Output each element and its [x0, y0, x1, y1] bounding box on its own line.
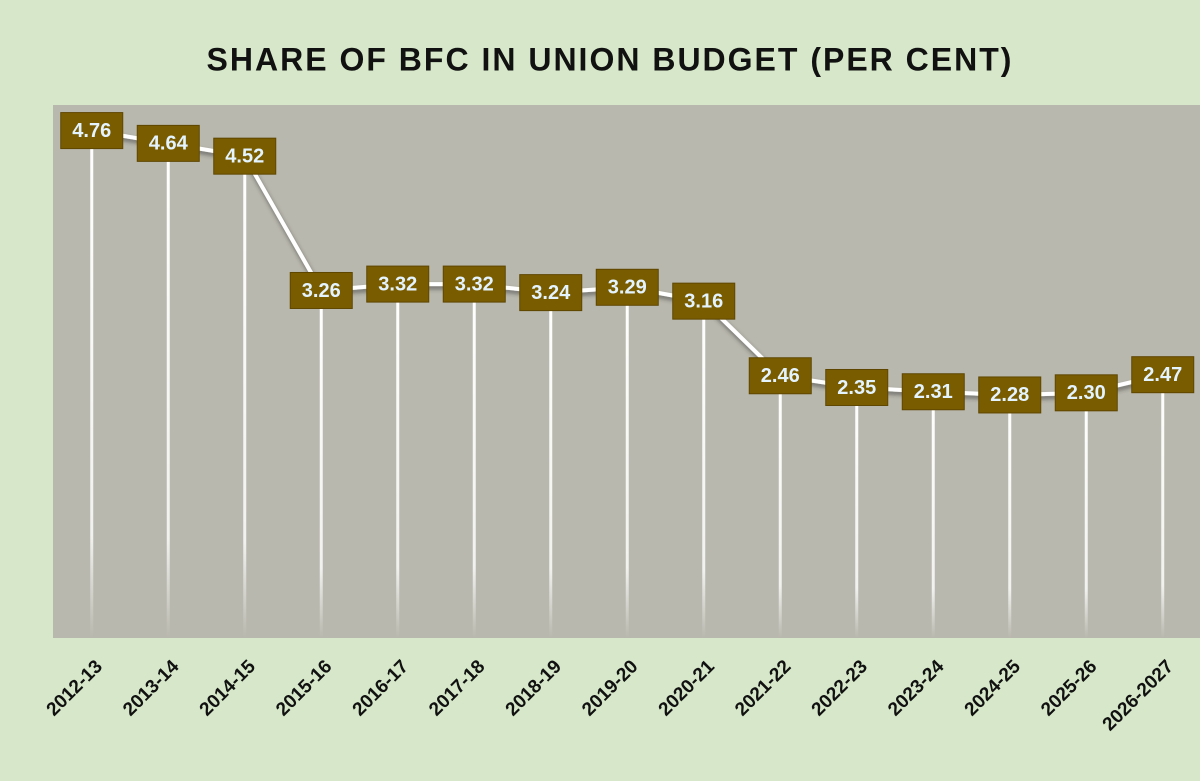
data-label: 3.24: [519, 274, 583, 312]
data-label-text: 2.31: [914, 381, 953, 403]
data-label-text: 3.24: [531, 282, 571, 304]
data-label-text: 3.16: [684, 290, 723, 312]
data-label-text: 2.30: [1067, 382, 1106, 404]
data-label-box: [442, 265, 506, 303]
drop-line: [931, 391, 935, 638]
data-label: 3.32: [442, 265, 506, 303]
data-label: 2.35: [825, 368, 889, 406]
data-label: 2.30: [1054, 374, 1118, 412]
data-label: 3.32: [366, 265, 430, 303]
drop-line: [1008, 394, 1012, 638]
data-label-box: [136, 124, 200, 162]
drop-line: [855, 387, 859, 638]
data-label-text: 3.32: [455, 273, 494, 295]
data-label-box: [595, 268, 659, 306]
data-label: 3.26: [289, 271, 353, 309]
data-label-box: [213, 137, 277, 175]
data-label-box: [978, 376, 1042, 414]
drop-line: [1084, 392, 1088, 638]
chart-title: SHARE OF BFC IN UNION BUDGET (PER CENT): [207, 41, 1014, 77]
data-label-text: 2.47: [1143, 364, 1182, 386]
drop-line: [549, 292, 553, 638]
data-label: 4.64: [136, 124, 200, 162]
data-label-text: 4.52: [225, 145, 264, 167]
data-label-box: [289, 271, 353, 309]
drop-line: [243, 156, 247, 638]
data-label-text: 2.28: [990, 384, 1029, 406]
data-label-box: [1054, 374, 1118, 412]
data-label: 2.31: [901, 373, 965, 411]
data-label-text: 2.35: [837, 377, 876, 399]
data-label-box: [1131, 356, 1195, 394]
drop-line: [166, 143, 170, 638]
data-label-text: 2.46: [761, 365, 800, 387]
data-label-box: [748, 357, 812, 395]
drop-line: [90, 130, 94, 639]
data-label: 3.16: [672, 282, 736, 320]
data-label: 2.46: [748, 357, 812, 395]
drop-line: [319, 290, 323, 638]
data-label-box: [672, 282, 736, 320]
data-label-box: [901, 373, 965, 411]
drop-line: [1161, 374, 1165, 638]
drop-line: [472, 284, 476, 638]
data-label-text: 3.26: [302, 280, 341, 302]
data-label-box: [825, 368, 889, 406]
data-label-box: [60, 112, 124, 150]
data-label: 4.76: [60, 112, 124, 150]
data-label-text: 4.64: [149, 133, 189, 155]
data-label: 3.29: [595, 268, 659, 306]
data-label: 4.52: [213, 137, 277, 175]
drop-line: [702, 301, 706, 638]
data-label: 2.28: [978, 376, 1042, 414]
data-label-text: 3.29: [608, 277, 647, 299]
drop-line: [625, 287, 629, 638]
drop-line: [396, 284, 400, 638]
data-label-text: 4.76: [72, 120, 111, 142]
data-label: 2.47: [1131, 356, 1195, 394]
drop-line: [778, 375, 782, 638]
data-label-box: [519, 274, 583, 312]
data-label-text: 3.32: [378, 273, 417, 295]
data-label-box: [366, 265, 430, 303]
